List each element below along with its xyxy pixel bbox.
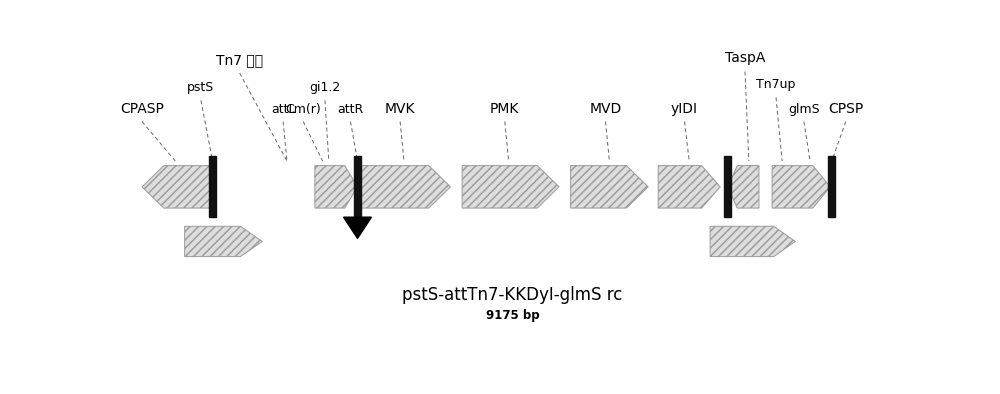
- Text: pstS-attTn7-KKDyI-glmS rc: pstS-attTn7-KKDyI-glmS rc: [402, 286, 623, 303]
- Text: pstS: pstS: [187, 81, 215, 94]
- Text: gi1.2: gi1.2: [309, 81, 341, 94]
- Polygon shape: [462, 165, 559, 208]
- Text: MVD: MVD: [589, 102, 622, 115]
- Text: CPSP: CPSP: [828, 102, 863, 115]
- Bar: [724, 156, 731, 217]
- Polygon shape: [315, 165, 358, 208]
- Text: Cm(r): Cm(r): [285, 102, 321, 115]
- Polygon shape: [658, 165, 720, 208]
- Bar: [828, 156, 835, 217]
- Text: TaspA: TaspA: [725, 52, 765, 65]
- Text: CPASP: CPASP: [120, 102, 164, 115]
- Text: 9175 bp: 9175 bp: [486, 309, 539, 322]
- Text: Tn7 下游: Tn7 下游: [216, 53, 263, 67]
- Text: attL: attL: [271, 102, 295, 115]
- Polygon shape: [344, 217, 371, 238]
- Text: Tn7up: Tn7up: [756, 78, 796, 91]
- Text: PMK: PMK: [490, 102, 519, 115]
- Text: glmS: glmS: [788, 102, 820, 115]
- Polygon shape: [571, 165, 648, 208]
- Polygon shape: [728, 165, 759, 208]
- Polygon shape: [185, 226, 262, 256]
- Polygon shape: [710, 226, 795, 256]
- Bar: [209, 156, 216, 217]
- Polygon shape: [142, 165, 216, 208]
- Polygon shape: [772, 165, 830, 208]
- Text: attR: attR: [337, 102, 364, 115]
- Text: MVK: MVK: [385, 102, 415, 115]
- Bar: [354, 156, 361, 217]
- Polygon shape: [361, 165, 450, 208]
- Text: yIDI: yIDI: [671, 102, 698, 115]
